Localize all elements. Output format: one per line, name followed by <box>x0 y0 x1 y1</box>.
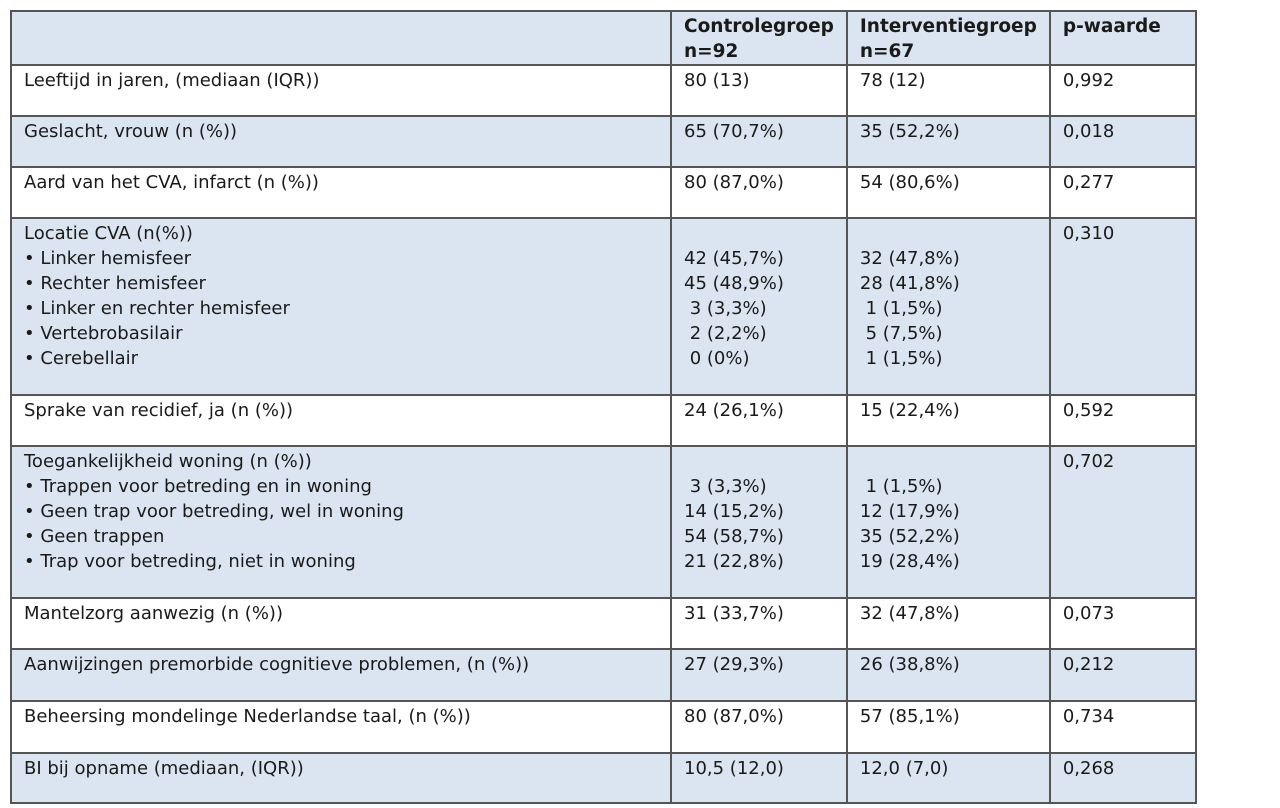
control-value: 24 (26,1%) <box>670 394 848 447</box>
intervention-value: 15 (22,4%) <box>845 394 1051 447</box>
intervention-value: 78 (12) <box>845 64 1051 117</box>
row-label: BI bij opname (mediaan, (IQR)) <box>10 752 672 804</box>
table-row: Beheersing mondelinge Nederlandse taal, … <box>10 700 1197 754</box>
header-empty-cell <box>10 10 672 66</box>
control-value: 21 (22,8%) <box>684 551 784 572</box>
p-value: 0,734 <box>1048 700 1197 754</box>
intervention-values: 32 (47,8%) 28 (41,8%) 1 (1,5%) 5 (7,5%) … <box>845 217 1051 396</box>
intervention-value: 26 (38,8%) <box>845 648 1051 702</box>
intervention-value: 54 (80,6%) <box>845 166 1051 219</box>
control-value: 3 (3,3%) <box>684 476 767 497</box>
intervention-value: 1 (1,5%) <box>859 348 943 369</box>
row-label: Leeftijd in jaren, (mediaan (IQR)) <box>10 64 672 117</box>
control-value: 10,5 (12,0) <box>670 752 848 804</box>
p-value: 0,268 <box>1048 752 1197 804</box>
header-control-title: Controlegroep <box>684 16 834 37</box>
intervention-value: 35 (52,2%) <box>859 526 960 547</box>
table-row: Sprake van recidief, ja (n (%)) 24 (26,1… <box>10 394 1197 447</box>
list-item: Trap voor betreding, niet in woning <box>24 549 658 574</box>
list-item: Geen trap voor betreding, wel in woning <box>24 499 658 524</box>
header-intervention-n: n=67 <box>859 41 915 62</box>
control-value: 42 (45,7%) <box>684 248 784 269</box>
list-item: Vertebrobasilair <box>24 321 658 346</box>
intervention-value: 35 (52,2%) <box>845 115 1051 168</box>
control-values: 3 (3,3%) 14 (15,2%) 54 (58,7%) 21 (22,8%… <box>670 445 848 599</box>
control-value: 80 (87,0%) <box>670 700 848 754</box>
intervention-value: 12 (17,9%) <box>859 501 960 522</box>
p-value: 0,992 <box>1048 64 1197 117</box>
group-label: Locatie CVA (n(%)) <box>24 223 193 244</box>
list-item: Rechter hemisfeer <box>24 271 658 296</box>
header-p-value: p-waarde <box>1048 10 1197 66</box>
table-row: Aard van het CVA, infarct (n (%)) 80 (87… <box>10 166 1197 219</box>
table-row: Toegankelijkheid woning (n (%)) Trappen … <box>10 445 1197 599</box>
list-item: Trappen voor betreding en in woning <box>24 474 658 499</box>
table-row: Geslacht, vrouw (n (%)) 65 (70,7%) 35 (5… <box>10 115 1197 168</box>
table-row: Aanwijzingen premorbide cognitieve probl… <box>10 648 1197 702</box>
control-value: 65 (70,7%) <box>670 115 848 168</box>
intervention-value: 19 (28,4%) <box>859 551 960 572</box>
p-value: 0,310 <box>1048 217 1197 396</box>
row-label: Geslacht, vrouw (n (%)) <box>10 115 672 168</box>
row-label-group: Locatie CVA (n(%)) Linker hemisfeer Rech… <box>10 217 672 396</box>
row-label: Mantelzorg aanwezig (n (%)) <box>10 597 672 650</box>
intervention-value: 12,0 (7,0) <box>845 752 1051 804</box>
header-intervention-title: Interventiegroep <box>859 16 1037 37</box>
p-value: 0,702 <box>1048 445 1197 599</box>
list-item: Linker hemisfeer <box>24 246 658 271</box>
intervention-value: 32 (47,8%) <box>845 597 1051 650</box>
list-item: Geen trappen <box>24 524 658 549</box>
list-item: Linker en rechter hemisfeer <box>24 296 658 321</box>
p-value: 0,073 <box>1048 597 1197 650</box>
row-label-group: Toegankelijkheid woning (n (%)) Trappen … <box>10 445 672 599</box>
table-row: BI bij opname (mediaan, (IQR)) 10,5 (12,… <box>10 752 1197 804</box>
list-item: Cerebellair <box>24 346 658 371</box>
p-value: 0,212 <box>1048 648 1197 702</box>
row-label: Sprake van recidief, ja (n (%)) <box>10 394 672 447</box>
control-value: 14 (15,2%) <box>684 501 784 522</box>
table-row: Leeftijd in jaren, (mediaan (IQR)) 80 (1… <box>10 64 1197 117</box>
intervention-value: 28 (41,8%) <box>859 273 960 294</box>
p-value: 0,018 <box>1048 115 1197 168</box>
row-label: Beheersing mondelinge Nederlandse taal, … <box>10 700 672 754</box>
intervention-value: 1 (1,5%) <box>859 298 943 319</box>
control-value: 54 (58,7%) <box>684 526 784 547</box>
intervention-value: 1 (1,5%) <box>859 476 943 497</box>
intervention-values: 1 (1,5%) 12 (17,9%) 35 (52,2%) 19 (28,4%… <box>845 445 1051 599</box>
table-row: Locatie CVA (n(%)) Linker hemisfeer Rech… <box>10 217 1197 396</box>
control-value: 80 (87,0%) <box>670 166 848 219</box>
p-value: 0,592 <box>1048 394 1197 447</box>
control-value: 80 (13) <box>670 64 848 117</box>
control-value: 0 (0%) <box>684 348 750 369</box>
header-control-group: Controlegroep n=92 <box>670 10 848 66</box>
control-value: 27 (29,3%) <box>670 648 848 702</box>
row-label: Aard van het CVA, infarct (n (%)) <box>10 166 672 219</box>
row-label: Aanwijzingen premorbide cognitieve probl… <box>10 648 672 702</box>
group-label: Toegankelijkheid woning (n (%)) <box>24 451 312 472</box>
header-row: Controlegroep n=92 Interventiegroep n=67… <box>10 10 1197 66</box>
control-value: 31 (33,7%) <box>670 597 848 650</box>
header-intervention-group: Interventiegroep n=67 <box>845 10 1051 66</box>
intervention-value: 5 (7,5%) <box>859 323 943 344</box>
control-values: 42 (45,7%) 45 (48,9%) 3 (3,3%) 2 (2,2%) … <box>670 217 848 396</box>
header-control-n: n=92 <box>684 41 739 62</box>
control-value: 2 (2,2%) <box>684 323 767 344</box>
p-value: 0,277 <box>1048 166 1197 219</box>
intervention-value: 57 (85,1%) <box>845 700 1051 754</box>
intervention-value: 32 (47,8%) <box>859 248 960 269</box>
control-value: 45 (48,9%) <box>684 273 784 294</box>
control-value: 3 (3,3%) <box>684 298 767 319</box>
table-row: Mantelzorg aanwezig (n (%)) 31 (33,7%) 3… <box>10 597 1197 650</box>
baseline-characteristics-table: Controlegroep n=92 Interventiegroep n=67… <box>10 10 1197 804</box>
